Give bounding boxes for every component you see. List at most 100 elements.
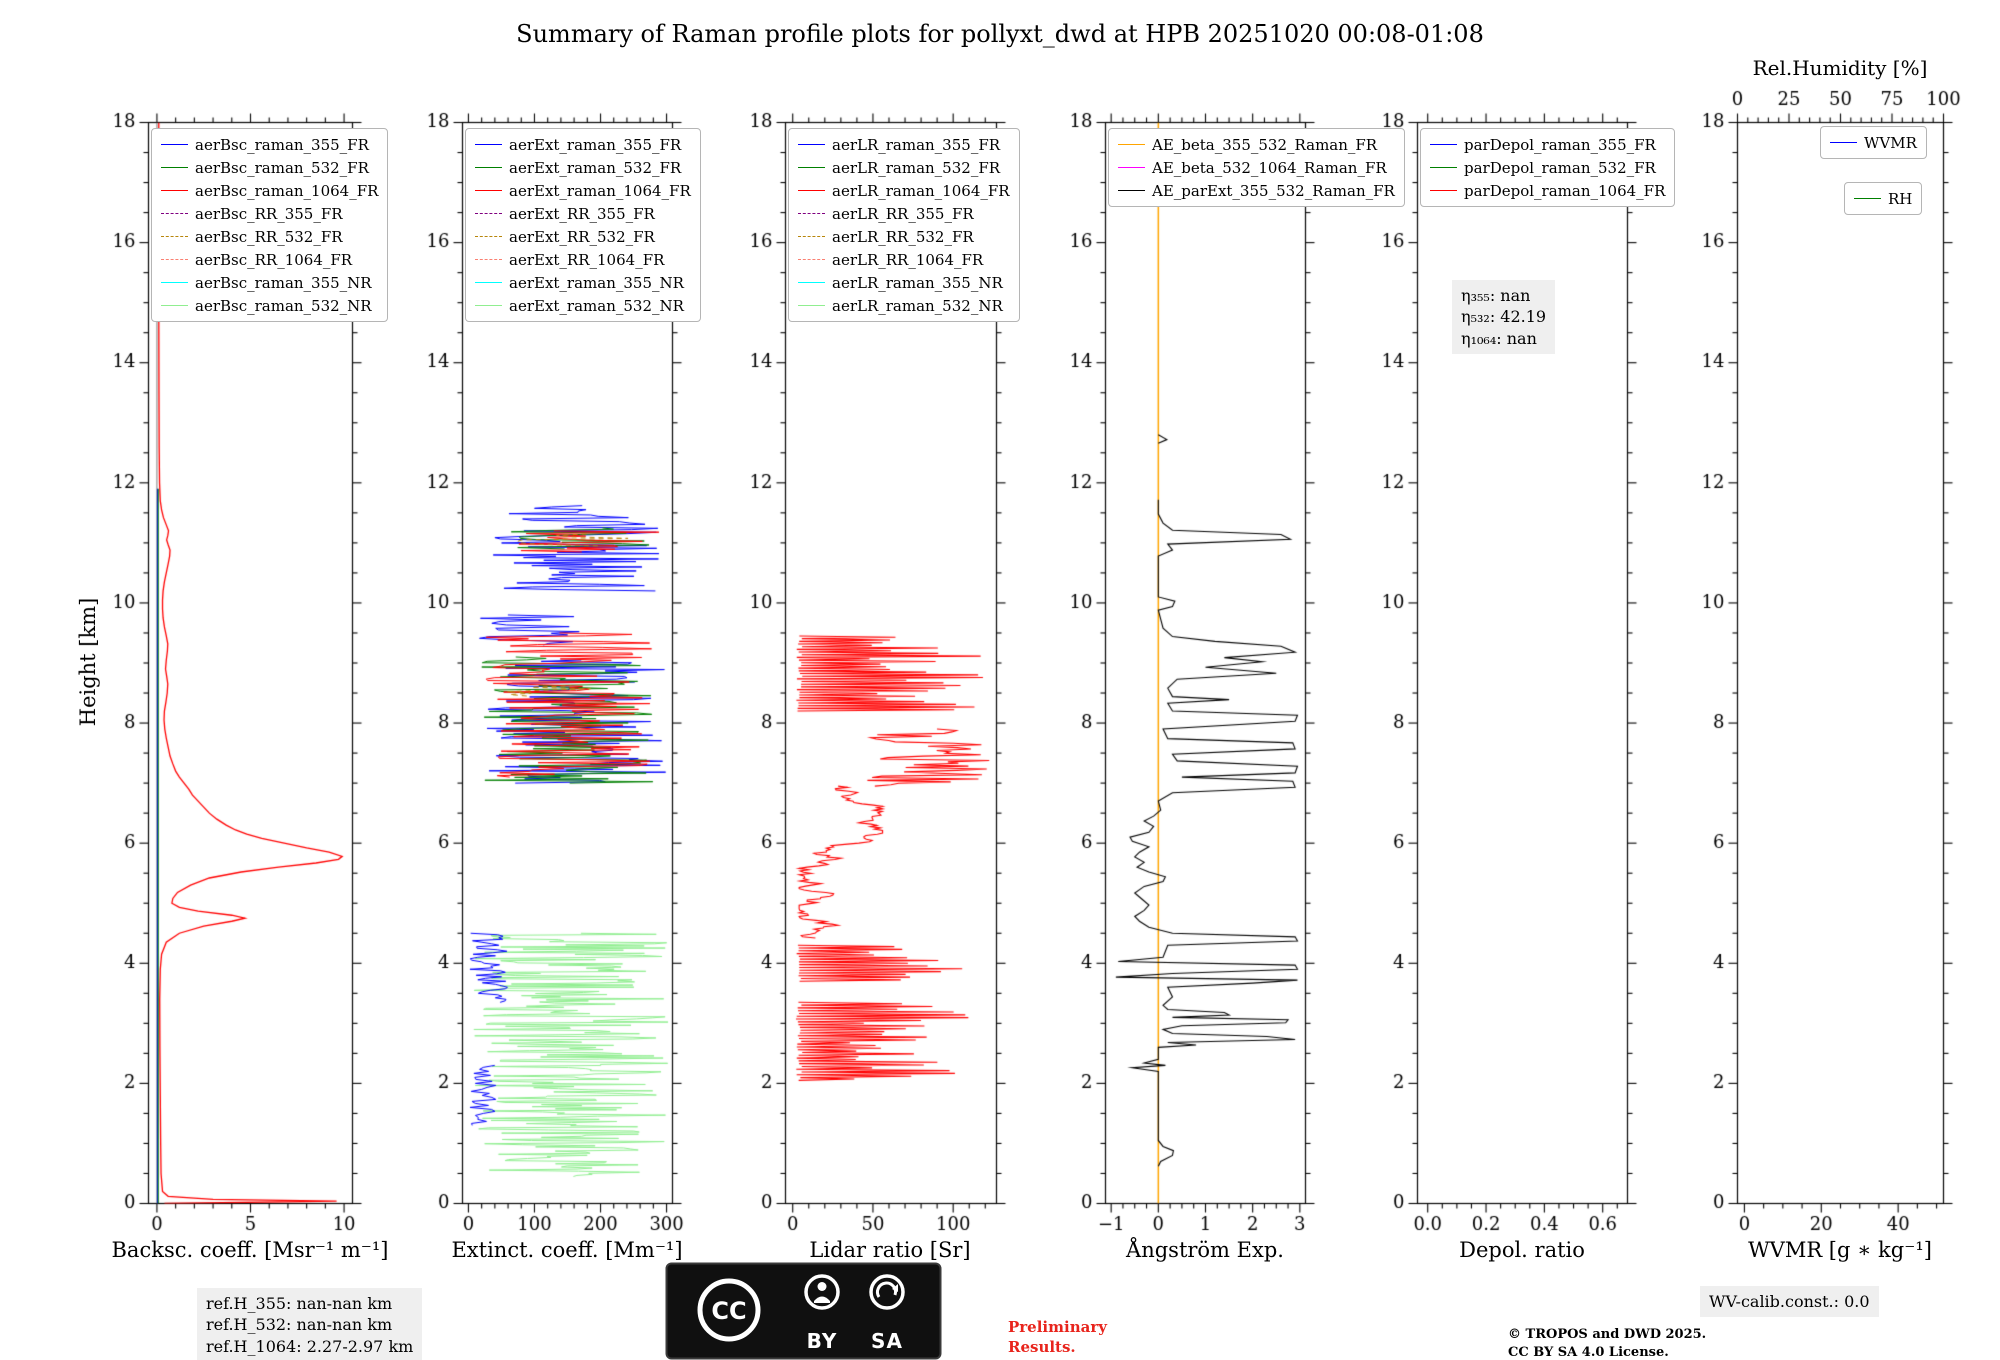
legend-label: aerExt_RR_1064_FR <box>509 250 665 269</box>
legend-label: aerLR_RR_1064_FR <box>832 250 984 269</box>
legend-line-sample <box>1118 167 1145 168</box>
legend-label: aerBsc_raman_1064_FR <box>195 181 379 200</box>
legend-item: aerLR_raman_532_NR <box>798 296 1010 315</box>
legend2-wvmr: RH <box>1844 182 1923 215</box>
legend-item: aerBsc_RR_1064_FR <box>161 250 378 269</box>
legend-item: aerBsc_raman_532_FR <box>161 158 378 177</box>
legend-label: aerExt_RR_355_FR <box>509 204 655 223</box>
legend-line-sample <box>798 167 825 168</box>
legend-item: aerExt_raman_355_FR <box>475 135 691 154</box>
legend-line-sample <box>798 305 825 306</box>
legend-label: aerLR_raman_355_FR <box>832 135 1001 154</box>
legend-line-sample <box>798 282 825 283</box>
legend-item: aerExt_raman_355_NR <box>475 273 691 292</box>
legend-line-sample <box>475 167 502 168</box>
legend-item: RH <box>1854 189 1912 208</box>
legend-label: aerBsc_RR_532_FR <box>195 227 343 246</box>
x-axis-label-lidar-ratio: Lidar ratio [Sr] <box>809 1238 971 1262</box>
legend-line-sample <box>798 144 825 145</box>
wv-calib-annotation: WV-calib.const.: 0.0 <box>1700 1286 1879 1318</box>
cc-logo-icon <box>697 1278 761 1342</box>
cc-sa-label: SA <box>871 1329 903 1353</box>
y-axis-label: Height [km] <box>76 597 100 727</box>
legend-angstroem: AE_beta_355_532_Raman_FR AE_beta_532_1064… <box>1108 128 1405 207</box>
legend-line-sample <box>798 213 825 214</box>
legend-label: AE_parExt_355_532_Raman_FR <box>1152 181 1395 200</box>
legend-lidar-ratio: aerLR_raman_355_FR aerLR_raman_532_FR aerL… <box>788 128 1020 322</box>
legend-line-sample <box>161 144 188 145</box>
legend-item: AE_parExt_355_532_Raman_FR <box>1118 181 1395 200</box>
reference-height-annotation: ref.H_355: nan-nan km ref.H_532: nan-nan… <box>197 1288 423 1360</box>
legend-item: AE_beta_355_532_Raman_FR <box>1118 135 1395 154</box>
legend-item: aerBsc_RR_355_FR <box>161 204 378 223</box>
cc-sa-arrows-icon <box>869 1274 905 1310</box>
x-axis-label-extinction: Extinct. coeff. [Mm⁻¹] <box>451 1238 683 1262</box>
legend-label: parDepol_raman_532_FR <box>1464 158 1656 177</box>
legend-label: aerBsc_RR_1064_FR <box>195 250 353 269</box>
legend-label: aerLR_RR_355_FR <box>832 204 974 223</box>
copyright-note: © TROPOS and DWD 2025. CC BY SA 4.0 Lice… <box>1508 1327 1707 1360</box>
legend-label: aerLR_raman_355_NR <box>832 273 1003 292</box>
legend-line-sample <box>475 282 502 283</box>
legend-line-sample <box>1118 190 1145 191</box>
cc-license-badge: CC BY SA <box>665 1262 942 1360</box>
legend-line-sample <box>161 236 188 237</box>
legend-label: RH <box>1888 189 1913 208</box>
legend-item: aerExt_raman_532_NR <box>475 296 691 315</box>
legend-label: aerExt_raman_532_NR <box>509 296 684 315</box>
legend-item: AE_beta_532_1064_Raman_FR <box>1118 158 1395 177</box>
legend-label: aerBsc_raman_532_FR <box>195 158 369 177</box>
legend-line-sample <box>1430 167 1457 168</box>
legend-item: aerBsc_raman_355_NR <box>161 273 378 292</box>
legend-item: aerBsc_raman_1064_FR <box>161 181 378 200</box>
legend-item: aerLR_raman_1064_FR <box>798 181 1010 200</box>
legend-item: aerLR_raman_355_NR <box>798 273 1010 292</box>
legend-item: parDepol_raman_532_FR <box>1430 158 1665 177</box>
legend-label: aerBsc_raman_532_NR <box>195 296 372 315</box>
legend-line-sample <box>161 259 188 260</box>
legend-item: aerBsc_raman_532_NR <box>161 296 378 315</box>
legend-item: aerBsc_raman_355_FR <box>161 135 378 154</box>
legend-line-sample <box>475 144 502 145</box>
legend-item: aerLR_RR_1064_FR <box>798 250 1010 269</box>
legend-item: aerExt_RR_1064_FR <box>475 250 691 269</box>
legend-item: parDepol_raman_355_FR <box>1430 135 1665 154</box>
legend-item: aerExt_RR_355_FR <box>475 204 691 223</box>
legend-line-sample <box>1854 198 1881 199</box>
legend-label: aerExt_raman_1064_FR <box>509 181 691 200</box>
legend-line-sample <box>475 259 502 260</box>
legend-line-sample <box>475 190 502 191</box>
legend-line-sample <box>475 305 502 306</box>
legend-label: aerExt_RR_532_FR <box>509 227 655 246</box>
cc-logo-text: CC <box>711 1297 746 1325</box>
legend-label: aerLR_RR_532_FR <box>832 227 974 246</box>
legend-item: aerLR_raman_355_FR <box>798 135 1010 154</box>
x-axis-label-angstroem: Ångström Exp. <box>1126 1238 1284 1262</box>
legend-item: aerLR_RR_532_FR <box>798 227 1010 246</box>
legend-label: aerBsc_RR_355_FR <box>195 204 343 223</box>
legend-label: WVMR <box>1864 133 1917 152</box>
legend-item: aerExt_raman_1064_FR <box>475 181 691 200</box>
legend-label: AE_beta_355_532_Raman_FR <box>1152 135 1378 154</box>
cc-by-person-icon <box>804 1274 840 1310</box>
legend-item: aerExt_RR_532_FR <box>475 227 691 246</box>
legend-line-sample <box>161 282 188 283</box>
legend-line-sample <box>475 236 502 237</box>
legend-label: aerLR_raman_532_NR <box>832 296 1003 315</box>
legend-depol-ratio: parDepol_raman_355_FR parDepol_raman_532_… <box>1420 128 1676 207</box>
legend-line-sample <box>161 305 188 306</box>
legend-label: aerExt_raman_355_FR <box>509 135 682 154</box>
legend-item: WVMR <box>1830 133 1917 152</box>
legend-item: aerExt_raman_532_FR <box>475 158 691 177</box>
legend-label: aerLR_raman_532_FR <box>832 158 1001 177</box>
legend-line-sample <box>1430 144 1457 145</box>
legend-label: aerExt_raman_532_FR <box>509 158 682 177</box>
legend-line-sample <box>798 259 825 260</box>
legend-label: parDepol_raman_1064_FR <box>1464 181 1666 200</box>
legend-label: AE_beta_532_1064_Raman_FR <box>1152 158 1387 177</box>
legend-wvmr: WVMR <box>1820 126 1927 159</box>
legend-line-sample <box>475 213 502 214</box>
